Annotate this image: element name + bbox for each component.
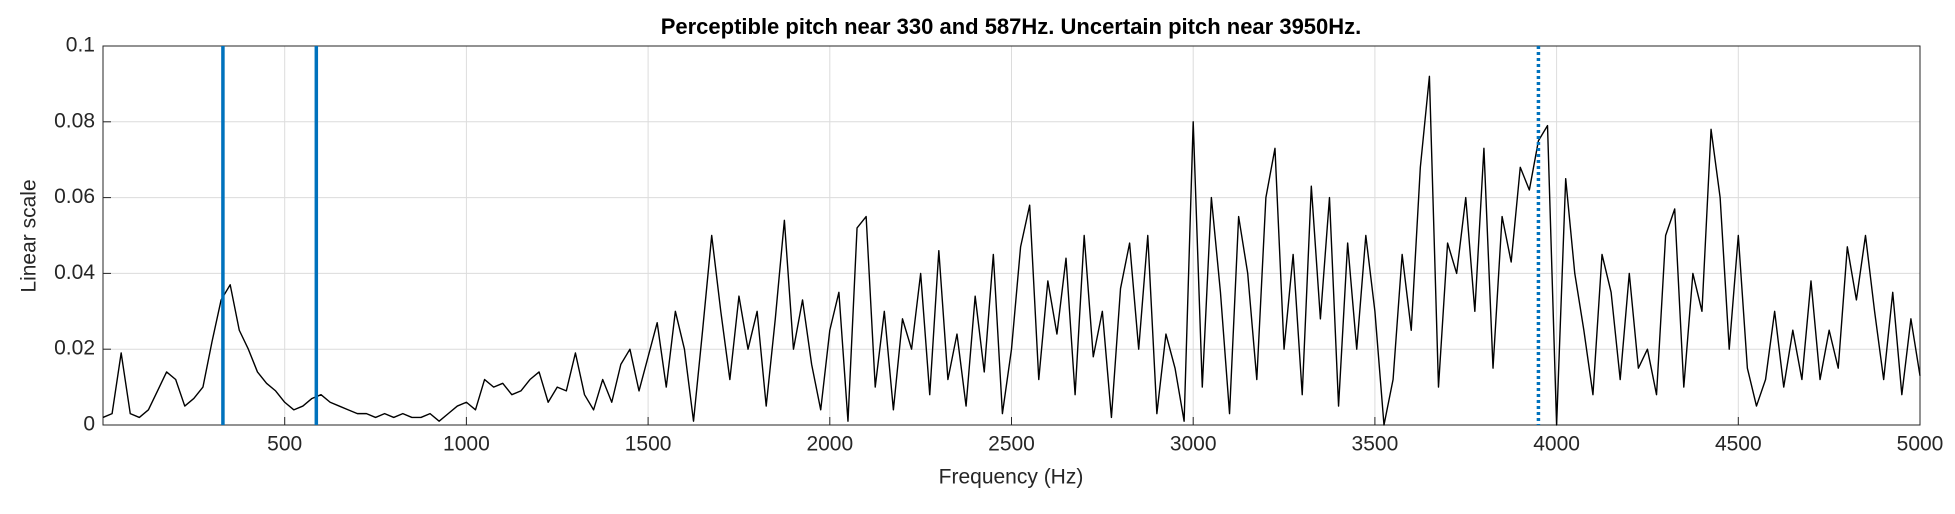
x-tick-label: 1500 [625, 433, 672, 456]
y-tick-label: 0.04 [54, 261, 95, 284]
x-tick-label: 4000 [1533, 433, 1580, 456]
y-tick-label: 0 [83, 413, 95, 436]
x-tick-label: 4500 [1715, 433, 1762, 456]
x-tick-label: 1000 [443, 433, 490, 456]
x-tick-label: 500 [267, 433, 302, 456]
x-tick-label: 3000 [1170, 433, 1217, 456]
spectrum-line [102, 75, 1921, 426]
x-tick-label: 2500 [988, 433, 1035, 456]
x-tick-label: 3500 [1352, 433, 1399, 456]
x-tick-label: 2000 [806, 433, 853, 456]
y-tick-label: 0.06 [54, 185, 95, 208]
chart-title: Perceptible pitch near 330 and 587Hz. Un… [661, 14, 1362, 39]
y-tick-label: 0.02 [54, 337, 95, 360]
y-tick-label: 0.1 [66, 34, 95, 57]
y-axis-label: Linear scale [18, 179, 41, 292]
axes-box [102, 45, 1921, 426]
x-axis-label: Frequency (Hz) [939, 466, 1084, 489]
y-tick-label: 0.08 [54, 109, 95, 132]
x-tick-label: 5000 [1897, 433, 1944, 456]
